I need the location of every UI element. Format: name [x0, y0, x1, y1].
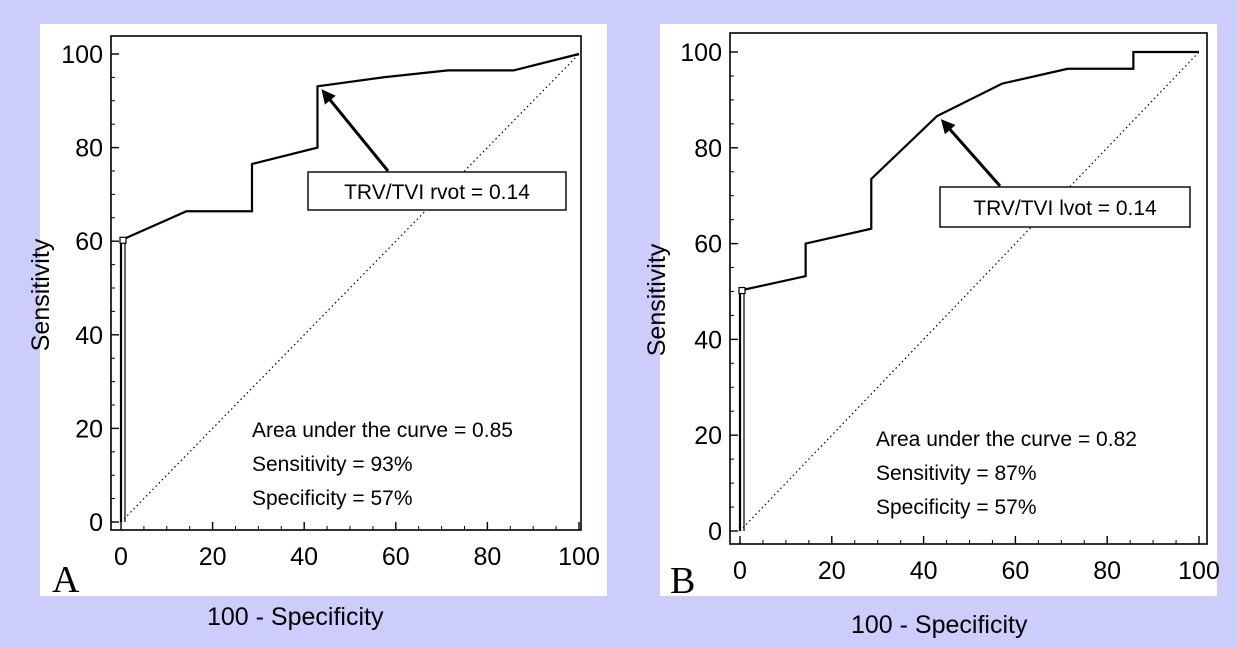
y-axis-label-a: Sensitivity: [27, 238, 55, 351]
y-tick-label-a: 20: [75, 415, 103, 443]
panel-letter-a: A: [52, 559, 80, 601]
y-tick-label-b: 20: [694, 422, 722, 450]
y-tick-label-a: 40: [75, 322, 103, 350]
x-tick-label-b: 40: [910, 557, 938, 585]
x-tick-label-a: 80: [473, 543, 501, 571]
annotation-text-a: Specificity = 57%: [252, 487, 413, 510]
x-tick-label-b: 100: [1178, 557, 1220, 585]
callout-arrowhead-a: [321, 89, 336, 105]
plot-frame-a: [110, 35, 582, 531]
panel-letter-b: B: [670, 560, 695, 602]
panel-b: [660, 24, 1217, 596]
roc-curve-b: [738, 50, 1199, 531]
y-tick-label-b: 40: [694, 326, 722, 354]
reference-diagonal-b: [739, 51, 1200, 532]
callout-text-a: TRV/TVI rvot = 0.14: [344, 181, 530, 204]
operating-point-marker-b: [738, 286, 746, 295]
y-tick-label-b: 100: [680, 39, 722, 67]
x-tick-label-a: 60: [382, 543, 410, 571]
y-tick-label-b: 80: [694, 135, 722, 163]
roc-curve-a: [119, 52, 580, 522]
callout-arrow-line-b: [946, 125, 1002, 187]
annotation-text-a: Sensitivity = 93%: [252, 453, 413, 476]
x-tick-label-b: 80: [1093, 557, 1121, 585]
y-tick-label-b: 60: [694, 231, 722, 259]
callout-arrow-line-a: [326, 96, 390, 172]
plot-frame-b: [729, 32, 1208, 545]
x-axis-label-b: 100 - Specificity: [851, 611, 1028, 639]
y-tick-label-a: 0: [89, 509, 103, 537]
panel-a: [40, 24, 607, 596]
y-tick-label-a: 80: [75, 135, 103, 163]
annotation-text-b: Area under the curve = 0.82: [876, 428, 1137, 451]
annotation-text-b: Sensitivity = 87%: [876, 462, 1037, 485]
y-tick-label-b: 0: [708, 518, 722, 546]
operating-point-marker-a: [119, 236, 127, 244]
x-axis-label-a: 100 - Specificity: [207, 603, 384, 631]
annotation-text-b: Specificity = 57%: [876, 496, 1037, 519]
x-tick-label-a: 0: [114, 543, 128, 571]
callout-box-b: [939, 186, 1191, 228]
x-tick-label-a: 20: [199, 543, 227, 571]
x-tick-label-b: 0: [733, 557, 747, 585]
callout-box-a: [307, 171, 567, 211]
callout-text-b: TRV/TVI lvot = 0.14: [973, 197, 1157, 220]
x-tick-label-a: 100: [558, 543, 600, 571]
x-tick-label-b: 60: [1001, 557, 1029, 585]
y-tick-label-a: 60: [75, 228, 103, 256]
callout-arrowhead-b: [940, 119, 956, 135]
y-axis-label-b: Sensitivity: [643, 243, 671, 356]
x-tick-label-a: 40: [290, 543, 318, 571]
x-tick-label-b: 20: [818, 557, 846, 585]
reference-diagonal-a: [120, 53, 580, 523]
annotation-text-a: Area under the curve = 0.85: [252, 419, 513, 442]
y-tick-label-a: 100: [61, 41, 103, 69]
